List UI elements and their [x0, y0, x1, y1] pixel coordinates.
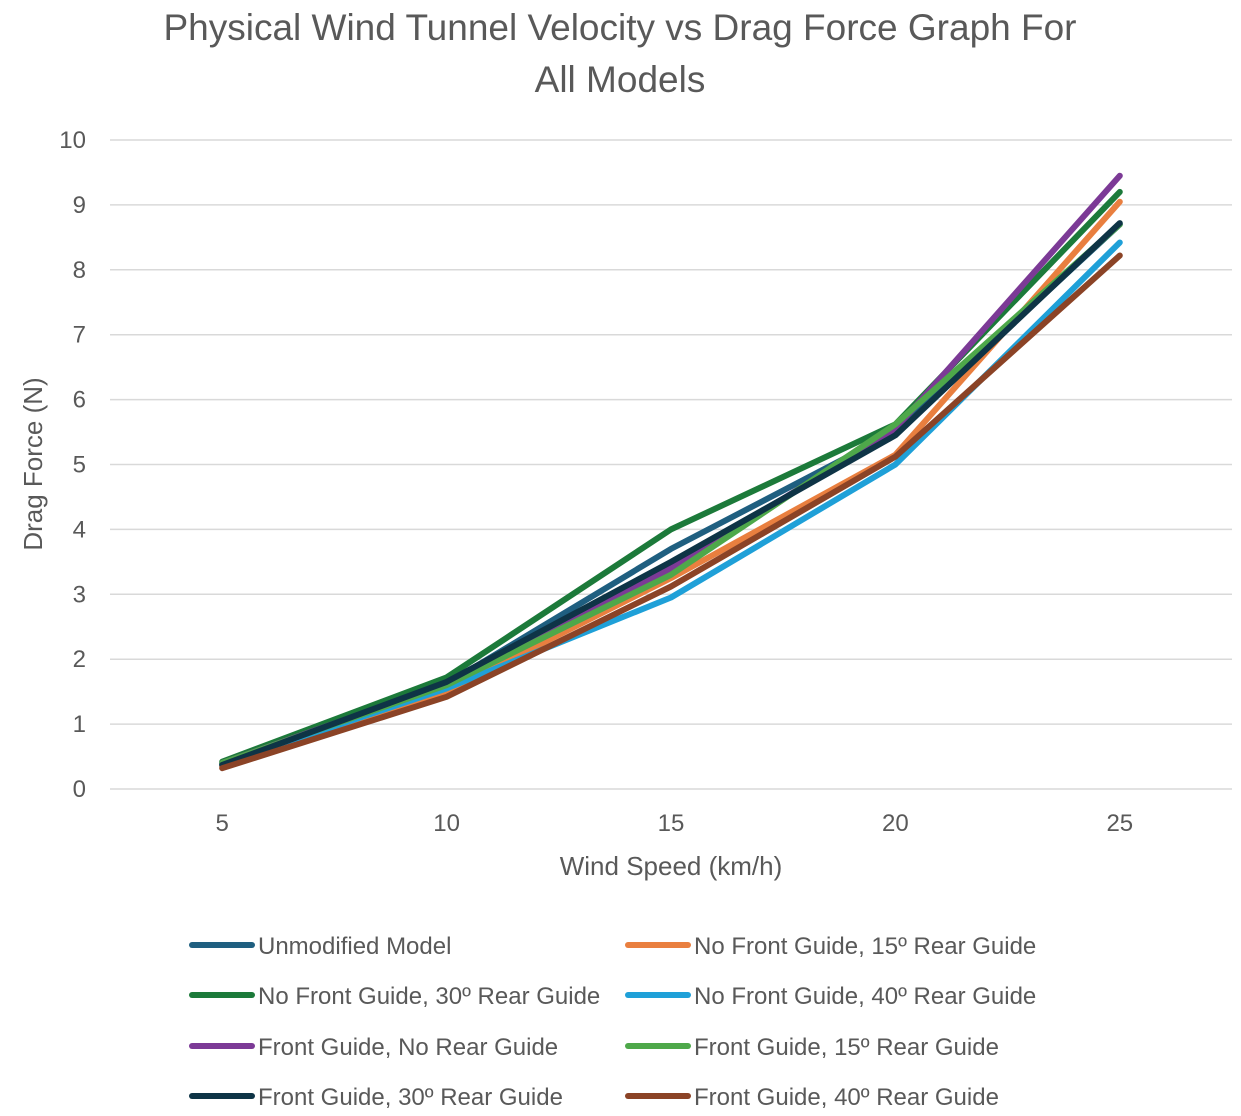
y-tick-label: 10	[59, 127, 86, 154]
legend-item: Unmodified Model	[189, 933, 451, 960]
x-tick-label: 20	[882, 810, 909, 837]
y-tick-label: 1	[73, 711, 86, 738]
data-series	[219, 172, 1123, 772]
x-tick-label: 15	[658, 810, 685, 837]
legend-label: Front Guide, No Rear Guide	[258, 1034, 558, 1061]
chart-title-line: Physical Wind Tunnel Velocity vs Drag Fo…	[163, 7, 1076, 48]
chart-title: Physical Wind Tunnel Velocity vs Drag Fo…	[163, 7, 1076, 100]
x-axis-tick-labels: 5 10 15 20 25	[216, 810, 1134, 837]
x-tick-label: 5	[216, 810, 229, 837]
series-line-8	[219, 252, 1123, 772]
series-line-2	[219, 198, 1123, 770]
legend-item: Front Guide, 30º Rear Guide	[189, 1084, 563, 1111]
y-tick-label: 3	[73, 581, 86, 608]
legend-label: Front Guide, 15º Rear Guide	[694, 1034, 999, 1061]
legend-label: No Front Guide, 15º Rear Guide	[694, 933, 1036, 960]
series-line-3	[219, 188, 1123, 765]
y-tick-label: 2	[73, 646, 86, 673]
legend-label: No Front Guide, 40º Rear Guide	[694, 983, 1036, 1010]
series-line-7	[219, 220, 1123, 768]
y-tick-label: 6	[73, 387, 86, 414]
y-tick-label: 0	[73, 776, 86, 803]
y-axis-tick-labels: 0 1 2 3 4 5 6 7 8 9 10	[59, 127, 86, 803]
x-tick-label: 10	[433, 810, 460, 837]
legend-item: No Front Guide, 40º Rear Guide	[625, 983, 1036, 1010]
series-line-5	[219, 172, 1123, 766]
legend-label: No Front Guide, 30º Rear Guide	[258, 983, 600, 1010]
legend-item: No Front Guide, 30º Rear Guide	[189, 983, 600, 1010]
y-axis-title: Drag Force (N)	[18, 377, 48, 550]
x-tick-label: 25	[1106, 810, 1133, 837]
series-line-1	[219, 221, 1123, 768]
series-line-6	[219, 221, 1123, 766]
legend-item: Front Guide, 15º Rear Guide	[625, 1034, 999, 1061]
legend-item: Front Guide, No Rear Guide	[189, 1034, 558, 1061]
legend-label: Unmodified Model	[258, 933, 451, 960]
chart-title-line: All Models	[535, 59, 706, 100]
y-tick-label: 4	[73, 516, 86, 543]
y-tick-label: 5	[73, 452, 86, 479]
series-line-4	[219, 239, 1123, 768]
y-tick-label: 8	[73, 257, 86, 284]
y-tick-label: 9	[73, 192, 86, 219]
legend-item: Front Guide, 40º Rear Guide	[625, 1084, 999, 1111]
legend-label: Front Guide, 40º Rear Guide	[694, 1084, 999, 1111]
y-tick-label: 7	[73, 322, 86, 349]
legend: Unmodified Model No Front Guide, 15º Rear…	[189, 933, 1036, 1111]
legend-item: No Front Guide, 15º Rear Guide	[625, 933, 1036, 960]
legend-label: Front Guide, 30º Rear Guide	[258, 1084, 563, 1111]
x-axis-title: Wind Speed (km/h)	[560, 851, 783, 881]
